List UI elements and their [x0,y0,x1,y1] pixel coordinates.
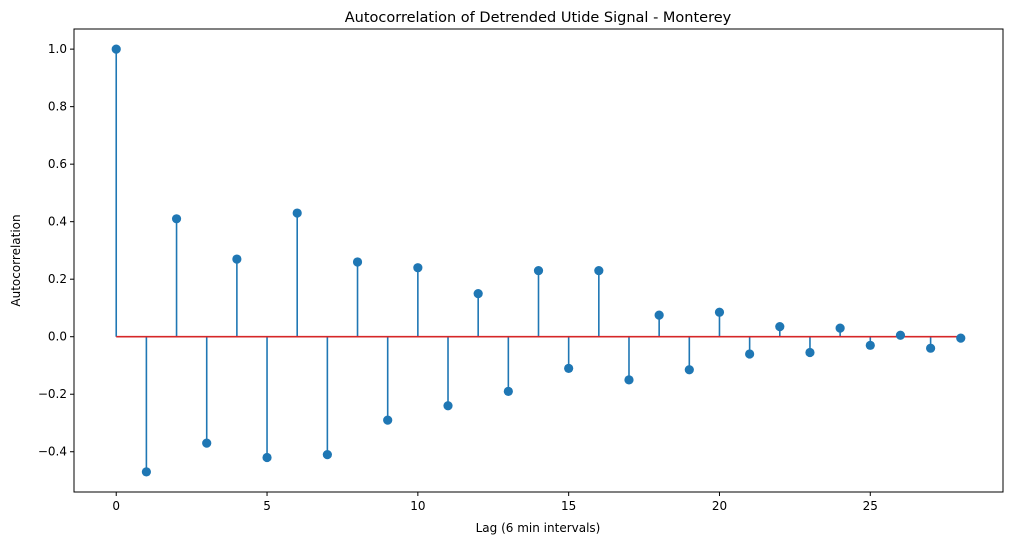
stem-marker [835,323,845,333]
axes-frame [73,28,1004,493]
stem-marker [533,265,544,276]
stem-marker [745,349,755,359]
x-tick-label: 25 [863,499,878,513]
stem-marker [564,363,574,373]
stem-marker [171,214,182,224]
x-axis: 0 5 10 15 20 25 [112,492,878,513]
stem-marker [262,452,272,463]
y-tick-label: 0.8 [48,100,67,114]
y-tick-label: −0.4 [38,445,67,459]
stem-marker [322,450,332,460]
y-axis-label: Autocorrelation [9,214,23,306]
y-tick-label: −0.2 [38,387,67,401]
stem-marker [714,307,725,317]
y-tick-label: 1.0 [48,42,67,56]
stem-marker [352,257,363,267]
y-tick-label: 0.2 [48,272,67,286]
stem-marker [865,340,875,350]
y-tick-label: 0.6 [48,157,67,171]
y-tick-label: 0.0 [48,330,67,344]
stem-marker [443,401,453,411]
x-tick-label: 0 [112,499,120,513]
stem-marker [473,288,483,299]
x-tick-label: 5 [263,499,271,513]
y-tick-label: 0.4 [48,215,67,229]
stem-marker [503,386,513,396]
stem-marker [594,265,604,276]
x-tick-label: 10 [410,499,425,513]
stem-marker [624,375,634,385]
stem-marker [805,347,815,358]
chart-title: Autocorrelation of Detrended Utide Signa… [345,10,732,26]
y-axis: −0.4 −0.2 0.0 0.2 0.4 0.6 0.8 1.0 [38,42,74,459]
x-tick-label: 20 [712,499,727,513]
stem-marker [775,322,785,332]
stem-marker [111,44,121,54]
stem-marker [292,208,302,218]
stem-marker [956,333,966,343]
stem-marker [895,330,906,340]
stem-marker [383,415,393,425]
stem-marker [141,467,151,477]
stem-marker [684,365,694,375]
stem-marker [926,343,936,353]
stem-marker [202,438,212,448]
stem-marker [413,263,423,273]
x-axis-label: Lag (6 min intervals) [476,521,601,535]
x-tick-label: 15 [561,499,576,513]
plot-area [111,44,966,477]
stem-marker [232,254,242,264]
stem-marker [654,310,664,320]
